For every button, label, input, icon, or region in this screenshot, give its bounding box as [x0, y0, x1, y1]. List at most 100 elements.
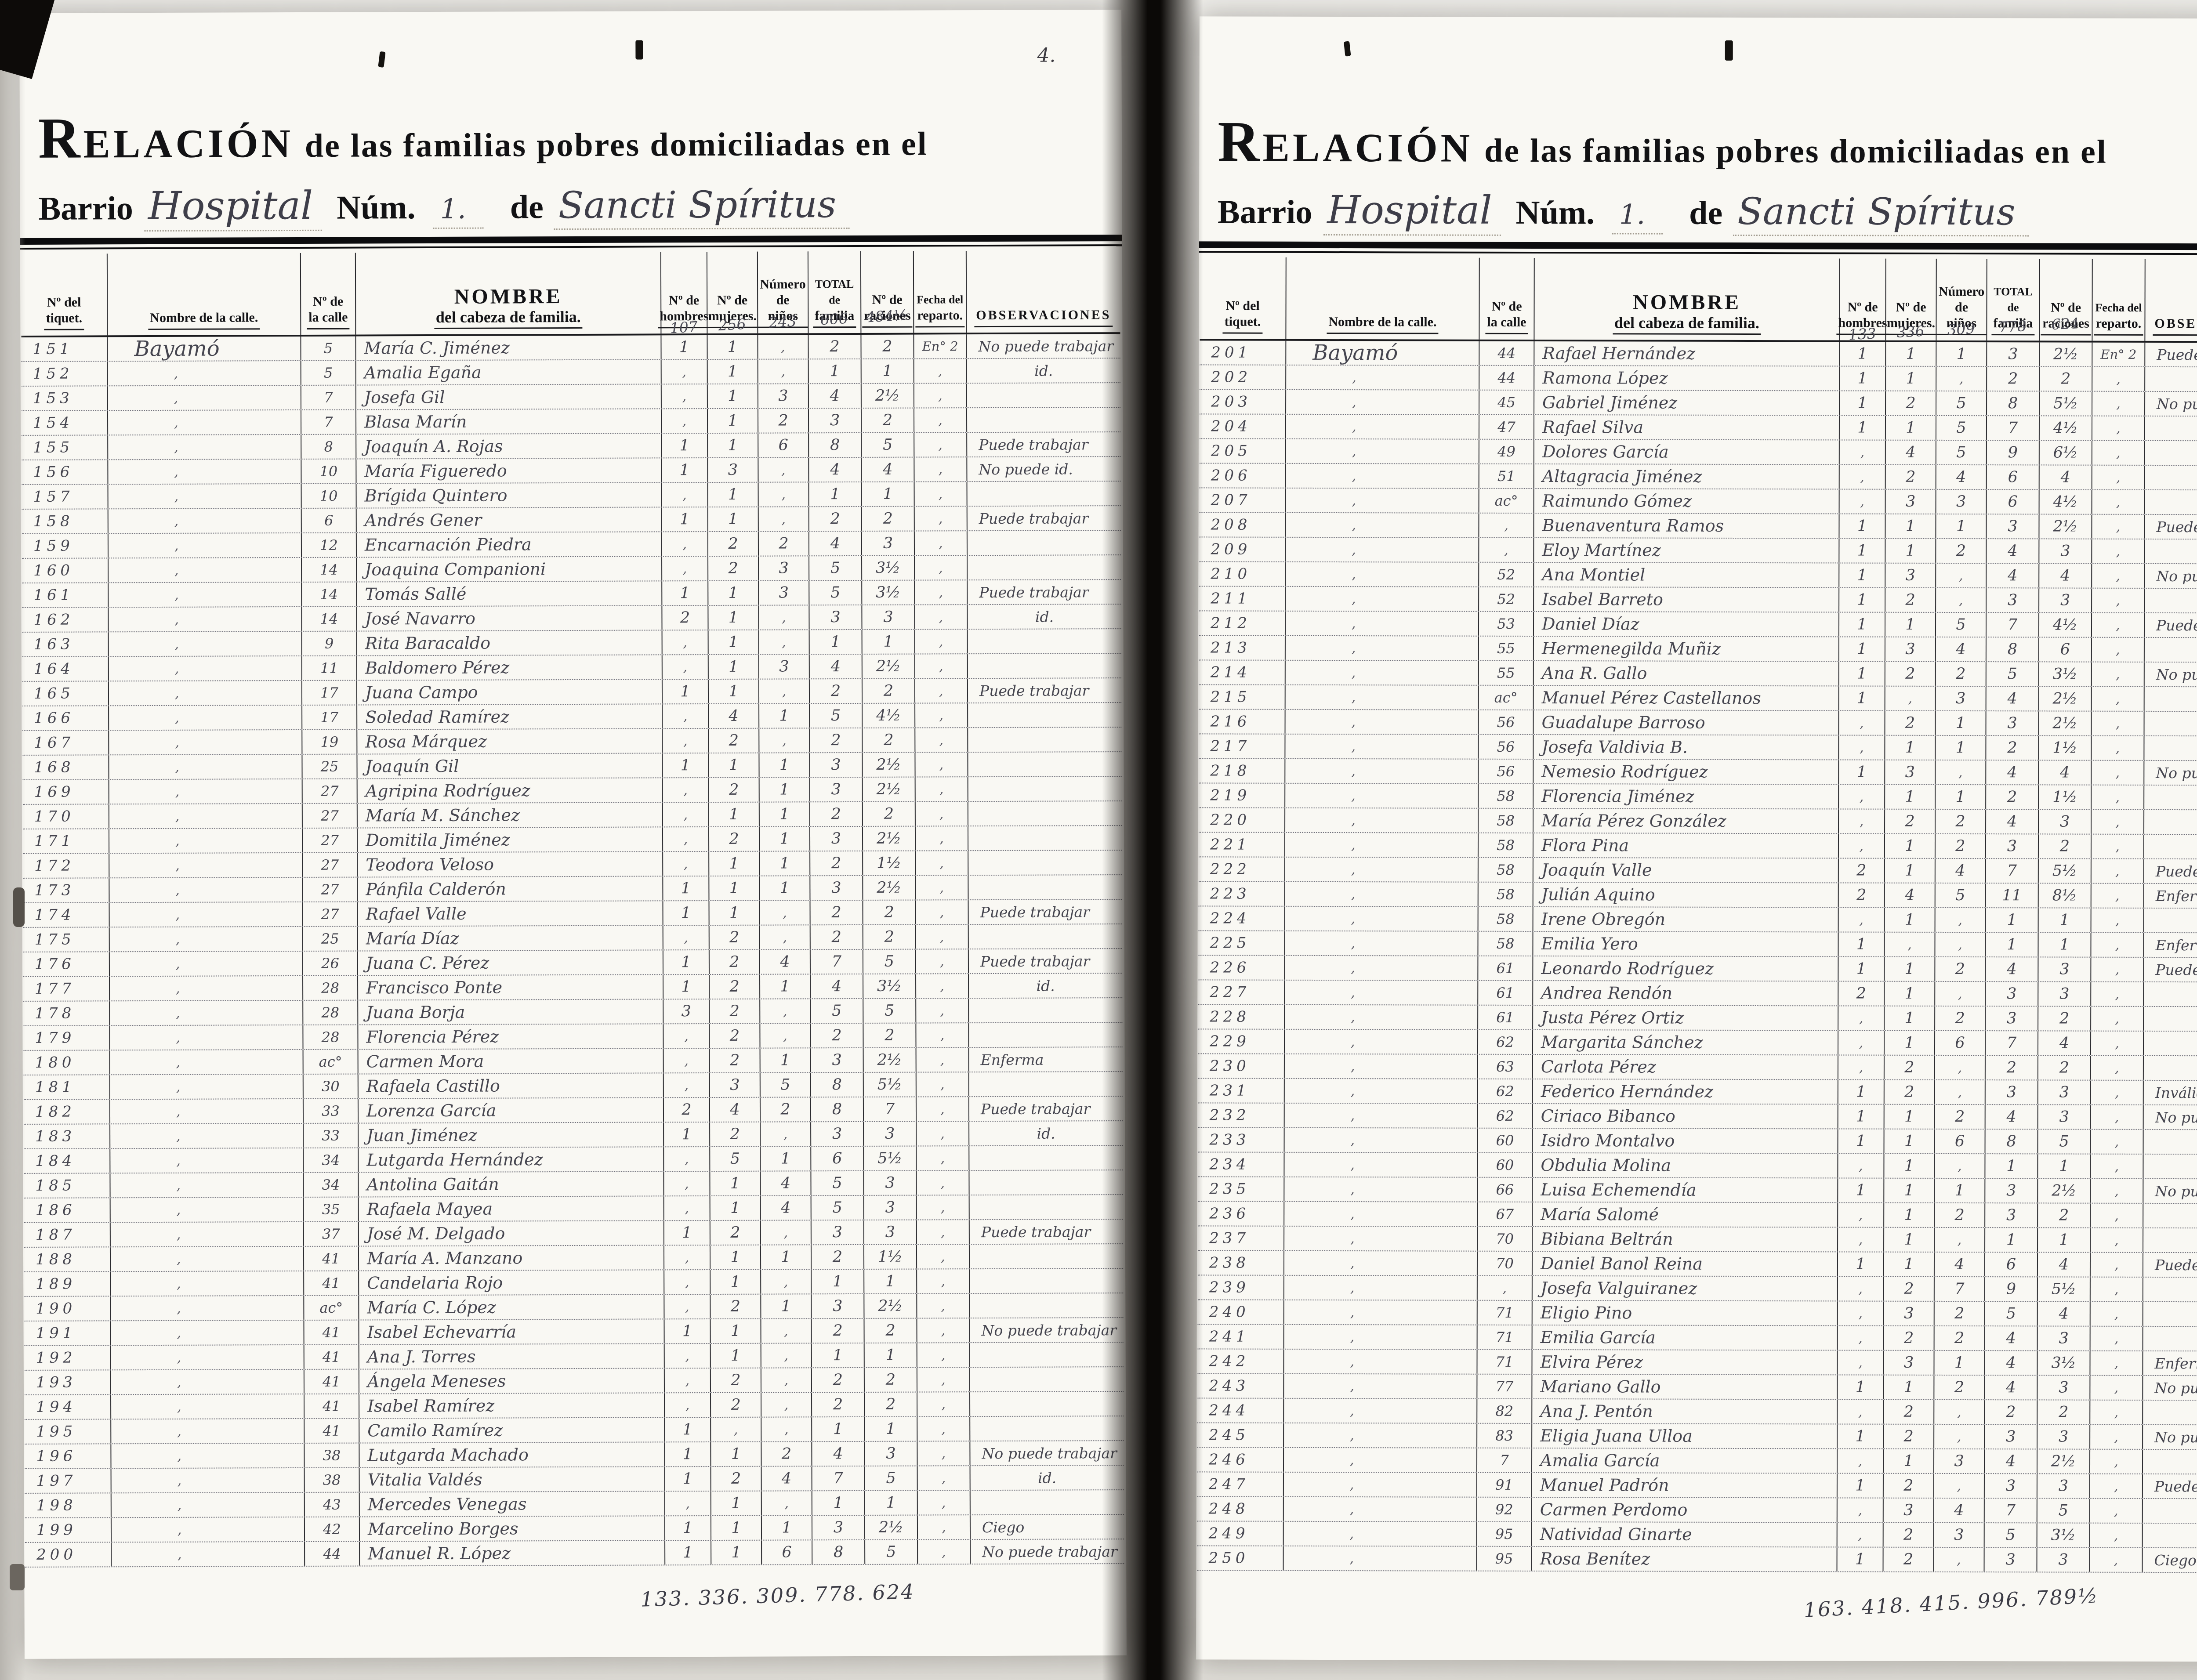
cell-men-count: , [663, 1344, 710, 1368]
cell-street-number: 28 [302, 976, 358, 1000]
cell-ticket-number: 249 [1208, 1524, 1249, 1542]
cell-rations: 5 [2036, 1499, 2089, 1523]
cell-men-count: 1 [1837, 1375, 1883, 1399]
cell-children-count: 3 [758, 581, 809, 605]
cell-family-head-name: Ángela Meneses [358, 1369, 664, 1394]
cell-distribution-date: , [914, 457, 967, 482]
cell-men-count: 1 [1838, 563, 1885, 587]
edge-ink-mark [13, 887, 25, 927]
cell-men-count: 1 [662, 950, 709, 974]
cell-ticket-number: 180 [35, 1054, 76, 1072]
table-row: 183, 33 Juan Jiménez 1 2, 3 3, id. [24, 1121, 1123, 1149]
cell-family-total: 4 [1985, 957, 2038, 981]
cell-street-name: , [109, 1050, 303, 1075]
cell-family-total: 5 [1983, 1523, 2037, 1547]
num-value-handwritten: 1. [433, 192, 484, 229]
cell-observations [2142, 1523, 2197, 1548]
cell-street-number: 28 [302, 1000, 358, 1025]
cell-observations: id. [2143, 1130, 2197, 1154]
cell-street-name: , [1283, 1251, 1477, 1275]
cell-distribution-date: , [2091, 465, 2144, 489]
table-row: 157, 10 Brígida Quintero, 1, 1 1, [22, 482, 1121, 510]
cell-ticket-number: 236 [1209, 1205, 1250, 1223]
cell-women-count: 3 [707, 458, 758, 482]
cell-children-count: , [761, 1417, 812, 1441]
cell-men-count: 1 [662, 901, 709, 925]
cell-family-head-name: Andrés Gener [355, 507, 661, 532]
table-row: 151 Bayamó 5 María C. Jiménez 1 1, 2 2 En° 2 No p… [21, 334, 1120, 362]
cell-family-head-name: Candelaria Rojo [358, 1270, 664, 1295]
table-row: 160, 14 Joaquina Companioni, 2 3 5 3½, [22, 555, 1121, 583]
cell-street-number: 61 [1477, 1005, 1533, 1029]
table-row: 219, 58 Florencia Jiménez, 1 1 2 1½, [1199, 783, 2197, 811]
cell-street-number: 44 [304, 1542, 359, 1566]
cell-family-head-name: Ana Montiel [1533, 562, 1839, 587]
cell-ticket-number: 213 [1210, 639, 1251, 657]
cell-children-count: 2 [1934, 1203, 1985, 1227]
table-row: 162, 14 José Navarro 2 1, 3 3, id. [22, 605, 1121, 633]
cell-distribution-date: , [2090, 1080, 2143, 1104]
cell-women-count: 1 [1884, 981, 1935, 1006]
table-row: 248, 92 Carmen Perdomo, 3 4 7 5, [1197, 1497, 2197, 1524]
cell-street-number: 52 [1478, 562, 1534, 587]
cell-men-count: 1 [1838, 760, 1885, 784]
cell-ticket-number: 199 [36, 1521, 77, 1539]
column-header-line2: del cabeza de familia. [434, 308, 583, 329]
cell-rations: 2 [863, 1392, 917, 1416]
cell-family-head-name: Carmen Mora [357, 1049, 663, 1074]
cell-children-count: 6 [1934, 1129, 1985, 1154]
cell-children-count: 4 [759, 950, 810, 974]
cell-street-name: , [1283, 1103, 1477, 1128]
cell-observations: id. [2144, 588, 2197, 613]
cell-distribution-date: , [2091, 810, 2144, 834]
cell-ticket-number: 183 [35, 1127, 76, 1145]
cell-distribution-date: , [2091, 637, 2144, 662]
cell-street-number: 43 [304, 1492, 359, 1517]
cell-children-count: , [758, 482, 808, 507]
cell-family-total: 3 [1985, 711, 2038, 735]
cell-family-total: 5 [810, 1171, 863, 1195]
cell-women-count: 2 [709, 999, 760, 1024]
cell-family-total: 3 [810, 1048, 863, 1072]
cell-family-head-name: Daniel Díaz [1533, 612, 1839, 637]
cell-observations [2143, 908, 2197, 933]
cell-children-count: 2 [758, 532, 809, 556]
cell-ticket-number: 232 [1209, 1106, 1250, 1124]
cell-children-count: 6 [761, 1540, 812, 1564]
cell-street-number: 25 [301, 754, 357, 778]
cell-street-number: 52 [1478, 587, 1534, 611]
cell-distribution-date: , [917, 1441, 970, 1466]
cell-men-count: , [661, 655, 708, 679]
cell-ticket-number: 226 [1210, 959, 1251, 977]
cell-ticket-number: 228 [1210, 1008, 1251, 1026]
cell-men-count: , [1838, 785, 1885, 809]
cell-street-number: ac° [1478, 489, 1534, 513]
cell-rations: 1 [860, 359, 914, 383]
barrio-line: Barrio Hospital Núm. 1. de Sancti Spíritus [1218, 187, 2029, 237]
table-row: 237, 70 Bibiana Beltrán, 1, 1 1, [1198, 1226, 2197, 1253]
cell-distribution-date: , [914, 556, 967, 580]
cell-ticket-number: 166 [34, 709, 75, 727]
cell-rations: 2½ [2036, 1449, 2090, 1474]
cell-family-total: 1 [811, 1343, 864, 1368]
cell-rations: 2½ [862, 876, 915, 900]
cell-distribution-date: , [914, 753, 968, 777]
cell-street-number: 55 [1478, 661, 1533, 685]
cell-men-count: , [1837, 1203, 1884, 1227]
cell-observations [966, 408, 1121, 432]
cell-family-head-name: Encarnación Piedra [355, 532, 662, 557]
cell-distribution-date: , [915, 999, 968, 1023]
cell-street-name: , [1283, 1054, 1477, 1079]
cell-street-name: , [110, 1468, 304, 1493]
cell-observations [2143, 687, 2197, 711]
cell-children-count: 5 [1934, 883, 1985, 908]
cell-family-total: 7 [1985, 859, 2038, 883]
table-row: 190, ac° María C. López, 2 1 3 2½, [24, 1293, 1124, 1322]
cell-children-count: , [757, 335, 808, 359]
cell-children-count: 6 [758, 433, 808, 457]
cell-distribution-date: , [915, 851, 968, 875]
cell-men-count: 1 [661, 581, 708, 605]
